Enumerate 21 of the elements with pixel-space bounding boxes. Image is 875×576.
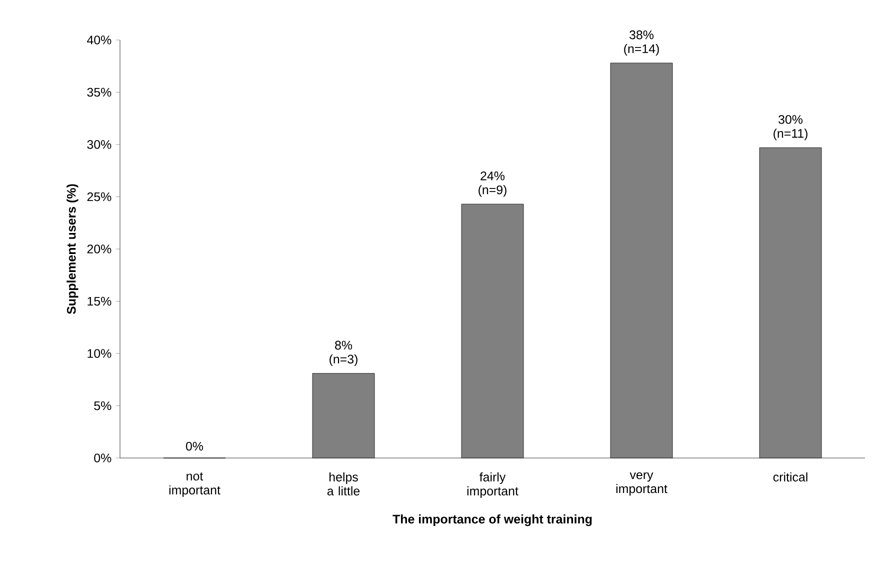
y-tick-label: 40% [87,36,112,44]
x-tick-label: critical [773,472,808,482]
x-axis-title: The importance of weight training [392,514,592,526]
data-label: 24% (n=9) [478,172,506,197]
data-label: 8% (n=3) [330,340,358,366]
y-tick-label: 0% [94,454,112,462]
data-label: 38% (n=14) [624,30,659,56]
y-tick-label: 5% [94,401,112,410]
data-label: 30% (n=11) [774,115,808,140]
y-tick-label: 15% [88,296,112,306]
y-tick-label: 10% [88,349,112,358]
y-tick-label: 35% [87,88,112,97]
y-tick-label: 20% [87,244,112,254]
data-label: 0% [186,442,204,451]
y-tick-label: 25% [87,192,112,202]
y-tick-label: 30% [87,140,112,149]
x-tick-label: very important [616,472,668,496]
y-axis-title: Supplement users (%) [66,184,78,314]
x-tick-label: fairly important [467,472,518,498]
x-tick-label: not important [169,472,220,497]
x-tick-label: helps a little [327,472,360,496]
